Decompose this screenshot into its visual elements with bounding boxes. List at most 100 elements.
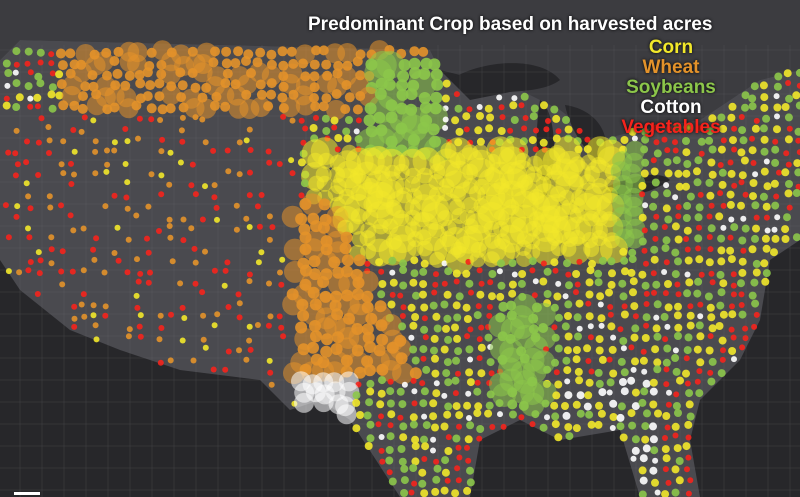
county-dot-corn <box>619 433 628 442</box>
county-dot-wheat <box>61 85 82 106</box>
county-dot-vegetables <box>672 147 679 154</box>
county-dot-vegetables <box>37 59 44 66</box>
county-dot-soybeans <box>422 365 431 374</box>
county-dot-corn <box>441 468 450 477</box>
county-dot-corn <box>760 167 769 176</box>
county-dot-vegetables <box>410 377 417 384</box>
county-dot-corn <box>221 282 228 289</box>
county-dot-corn <box>762 202 771 211</box>
county-dot-vegetables <box>48 246 55 253</box>
county-dot-soybeans <box>705 136 714 145</box>
county-dot-soybeans <box>432 475 441 484</box>
county-dot-vegetables <box>486 303 493 310</box>
county-dot-vegetables <box>742 335 749 342</box>
county-dot-soybeans <box>465 345 474 354</box>
county-dot-vegetables <box>456 423 462 430</box>
county-dot-corn <box>675 476 684 485</box>
county-dot-vegetables <box>71 323 78 330</box>
county-dot-vegetables <box>540 260 547 267</box>
county-dot-wheat <box>90 302 97 309</box>
county-dot-cotton <box>609 425 616 431</box>
county-dot-corn <box>572 424 581 433</box>
county-dot-corn <box>748 146 757 155</box>
county-dot-corn <box>607 280 616 289</box>
county-dot-vegetables <box>444 477 451 484</box>
county-dot-vegetables <box>5 234 12 241</box>
county-dot-corn <box>773 125 781 134</box>
county-dot-soybeans <box>750 82 759 91</box>
county-dot-corn <box>202 183 208 190</box>
county-dot-soybeans <box>653 332 662 341</box>
county-dot-vegetables <box>364 260 371 267</box>
county-dot-corn <box>760 135 769 144</box>
county-dot-corn <box>641 435 650 444</box>
county-dot-cotton <box>664 323 671 330</box>
county-dot-corn <box>793 159 800 168</box>
county-dot-cotton <box>313 392 334 413</box>
county-dot-wheat <box>70 227 77 234</box>
county-dot-vegetables <box>585 358 592 364</box>
county-dot-soybeans <box>488 270 497 278</box>
county-dot-corn <box>462 269 471 278</box>
county-dot-soybeans <box>322 127 331 135</box>
county-dot-corn <box>387 300 396 309</box>
county-dot-vegetables <box>720 137 727 144</box>
county-dot-corn <box>761 277 770 286</box>
county-dot-corn <box>585 378 594 387</box>
county-dot-vegetables <box>26 234 33 241</box>
county-dot-soybeans <box>531 302 556 327</box>
county-dot-soybeans <box>399 422 408 431</box>
county-dot-vegetables <box>453 91 460 98</box>
county-dot-soybeans <box>422 421 431 430</box>
county-dot-vegetables <box>68 181 75 187</box>
county-dot-vegetables <box>23 159 30 166</box>
county-dot-soybeans <box>388 477 397 486</box>
county-dot-cotton <box>609 399 618 408</box>
county-dot-corn <box>638 181 647 190</box>
county-dot-cotton <box>620 345 627 352</box>
county-dot-soybeans <box>408 57 421 70</box>
county-dot-corn <box>686 321 695 330</box>
county-dot-corn <box>387 410 396 419</box>
county-dot-corn <box>728 102 737 111</box>
county-dot-corn <box>674 302 682 311</box>
county-dot-soybeans <box>498 301 509 312</box>
county-dot-wheat <box>166 223 173 229</box>
county-dot-vegetables <box>650 157 657 164</box>
county-dot-corn <box>133 292 140 299</box>
county-dot-vegetables <box>3 95 10 102</box>
county-dot-corn <box>15 93 24 102</box>
legend-wheat: Wheat <box>642 57 700 78</box>
county-dot-vegetables <box>587 334 594 341</box>
county-dot-vegetables <box>708 202 715 209</box>
county-dot-soybeans <box>718 168 727 177</box>
county-dot-soybeans <box>598 256 607 265</box>
county-dot-wheat <box>266 89 277 100</box>
county-dot-wheat <box>282 293 305 316</box>
county-dot-corn <box>693 167 701 176</box>
county-dot-wheat <box>126 326 133 333</box>
county-dot-corn <box>638 270 647 279</box>
county-dot-soybeans <box>694 156 703 165</box>
county-dot-soybeans <box>760 147 769 156</box>
county-dot-soybeans <box>411 356 420 365</box>
county-dot-vegetables <box>696 224 702 231</box>
county-dot-soybeans <box>398 457 407 466</box>
county-dot-vegetables <box>697 301 704 308</box>
county-dot-corn <box>596 292 605 301</box>
county-dot-cotton <box>642 202 649 209</box>
county-dot-corn <box>572 270 581 278</box>
county-dot-soybeans <box>12 103 21 111</box>
county-dot-cotton <box>442 124 449 131</box>
county-dot-corn <box>431 369 440 378</box>
county-dot-vegetables <box>694 378 701 385</box>
county-dot-soybeans <box>785 180 793 188</box>
county-dot-soybeans <box>400 464 409 473</box>
county-dot-corn <box>587 420 596 429</box>
county-dot-corn <box>441 94 450 103</box>
county-dot-wheat <box>199 116 206 123</box>
county-dot-cotton <box>649 387 658 396</box>
county-dot-corn <box>464 435 473 444</box>
county-dot-soybeans <box>386 399 395 408</box>
